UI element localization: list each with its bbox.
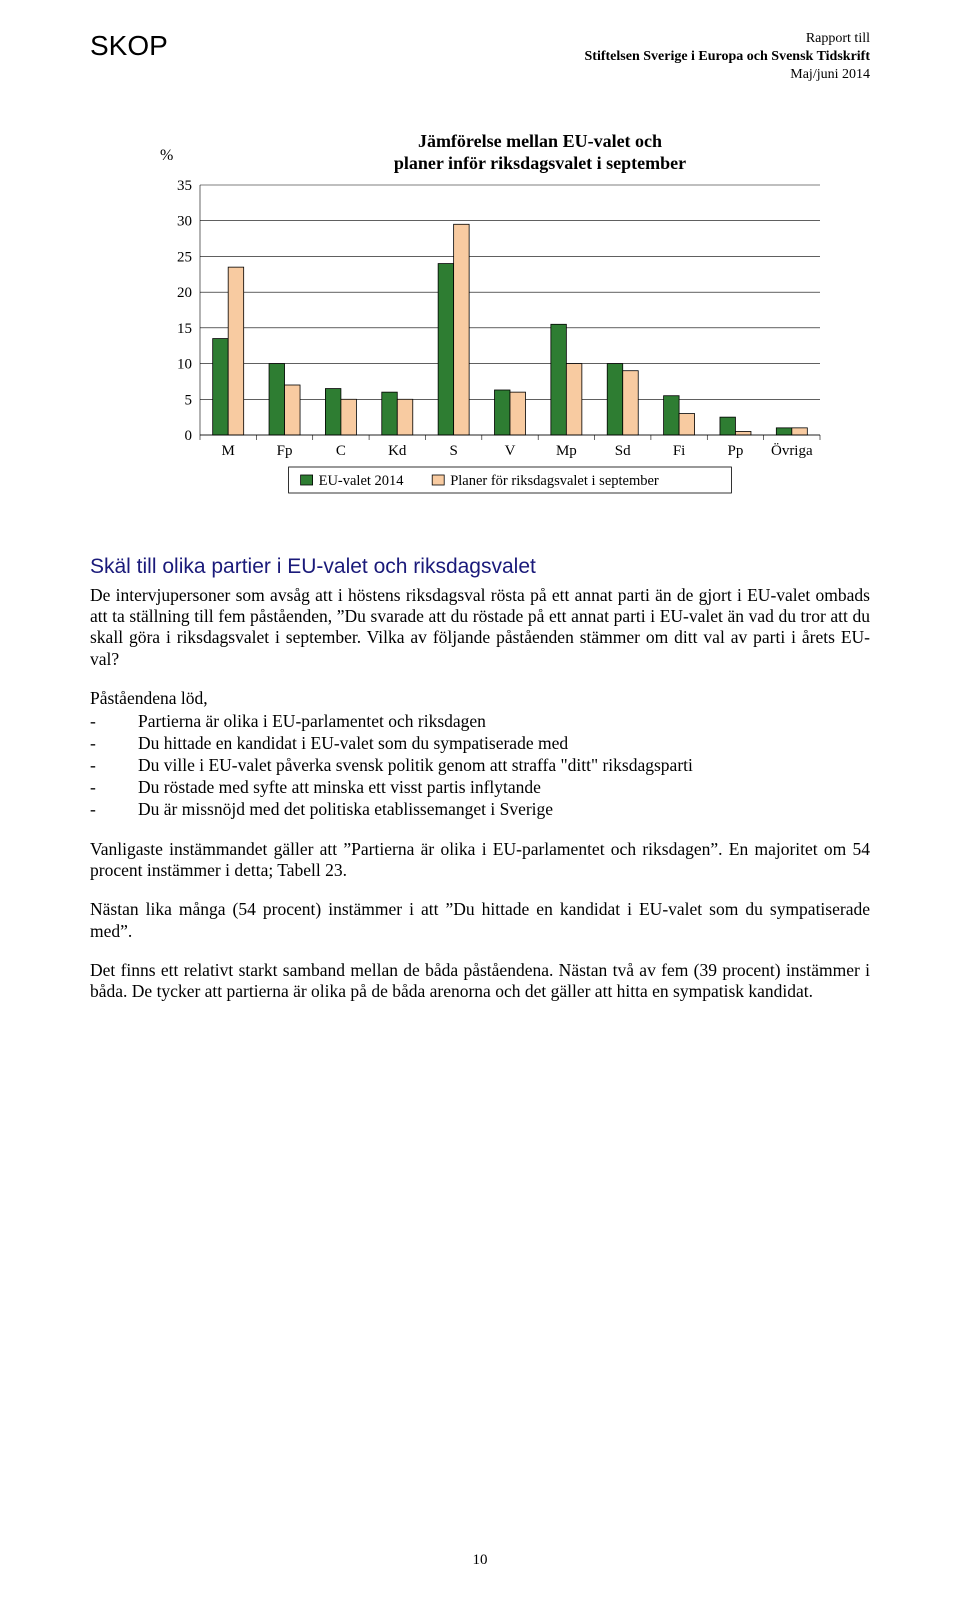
page-number: 10: [0, 1552, 960, 1569]
statement-text: Partierna är olika i EU-parlamentet och …: [138, 711, 870, 733]
svg-text:10: 10: [177, 356, 192, 372]
svg-text:Mp: Mp: [556, 443, 577, 459]
list-dash: -: [90, 755, 138, 777]
comparison-bar-chart: 0 5 10 15 20 25 30 35% Jämförelse mellan EU-vale…: [90, 125, 870, 515]
statement-text: Du är missnöjd med det politiska etablis…: [138, 799, 870, 821]
statement-text: Du hittade en kandidat i EU-valet som du…: [138, 733, 870, 755]
svg-text:25: 25: [177, 249, 192, 265]
meta-line-3: Maj/juni 2014: [585, 66, 870, 84]
meta-line-2: Stiftelsen Sverige i Europa och Svensk T…: [585, 48, 870, 66]
svg-text:%: %: [160, 147, 173, 164]
report-meta: Rapport till Stiftelsen Sverige i Europa…: [585, 30, 870, 85]
statement-text: Du röstade med syfte att minska ett viss…: [138, 777, 870, 799]
statement-text: Du ville i EU-valet påverka svensk polit…: [138, 755, 870, 777]
svg-text:Pp: Pp: [728, 443, 744, 459]
svg-text:30: 30: [177, 213, 192, 229]
section-heading: Skäl till olika partier i EU-valet och r…: [90, 555, 870, 579]
svg-text:Planer för riksdagsvalet i sep: Planer för riksdagsvalet i september: [450, 473, 659, 489]
list-intro: Påståendena löd,: [90, 688, 870, 709]
svg-text:Övriga: Övriga: [771, 442, 813, 459]
brand-title: SKOP: [90, 30, 168, 62]
para-nearly-as-many: Nästan lika många (54 procent) instämmer…: [90, 899, 870, 942]
statement-item: -Du ville i EU-valet påverka svensk poli…: [90, 755, 870, 777]
statement-item: -Du hittade en kandidat i EU-valet som d…: [90, 733, 870, 755]
list-dash: -: [90, 777, 138, 799]
svg-text:Fi: Fi: [673, 443, 686, 459]
list-dash: -: [90, 799, 138, 821]
svg-text:planer inför riksdagsvalet i s: planer inför riksdagsvalet i september: [394, 153, 686, 173]
svg-text:V: V: [505, 443, 516, 459]
para-relation: Det finns ett relativt starkt samband me…: [90, 960, 870, 1003]
meta-line-1: Rapport till: [585, 30, 870, 48]
svg-text:Kd: Kd: [388, 443, 407, 459]
svg-text:Jämförelse mellan EU-valet och: Jämförelse mellan EU-valet och: [418, 131, 662, 151]
svg-text:0: 0: [185, 428, 193, 444]
list-dash: -: [90, 711, 138, 733]
intro-paragraph: De intervjupersoner som avsåg att i höst…: [90, 585, 870, 670]
statement-list: -Partierna är olika i EU-parlamentet och…: [90, 711, 870, 820]
svg-text:S: S: [449, 443, 457, 459]
svg-text:M: M: [222, 443, 235, 459]
svg-text:Sd: Sd: [615, 443, 631, 459]
statement-item: -Partierna är olika i EU-parlamentet och…: [90, 711, 870, 733]
para-common-agreement: Vanligaste instämmandet gäller att ”Part…: [90, 839, 870, 882]
svg-text:C: C: [336, 443, 346, 459]
list-dash: -: [90, 733, 138, 755]
statement-item: -Du är missnöjd med det politiska etabli…: [90, 799, 870, 821]
statement-item: -Du röstade med syfte att minska ett vis…: [90, 777, 870, 799]
svg-text:5: 5: [185, 392, 193, 408]
svg-text:35: 35: [177, 178, 192, 194]
svg-text:Fp: Fp: [277, 443, 293, 459]
svg-text:20: 20: [177, 285, 192, 301]
svg-text:15: 15: [177, 320, 192, 336]
svg-text:EU-valet 2014: EU-valet 2014: [319, 473, 405, 489]
